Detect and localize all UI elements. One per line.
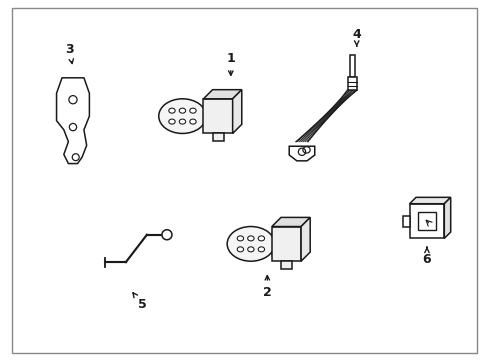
Circle shape [298, 148, 305, 156]
Ellipse shape [168, 119, 175, 124]
Ellipse shape [247, 247, 254, 252]
Bar [347, 77, 356, 90]
Circle shape [162, 230, 172, 240]
Bar [417, 212, 435, 230]
Ellipse shape [258, 236, 264, 241]
Text: 3: 3 [65, 43, 74, 64]
Text: 1: 1 [226, 52, 235, 75]
Polygon shape [232, 90, 241, 134]
Bar [349, 55, 354, 77]
Polygon shape [409, 197, 450, 204]
Bar [409, 204, 444, 238]
Text: 6: 6 [422, 247, 430, 266]
Polygon shape [203, 90, 241, 99]
Text: 4: 4 [352, 27, 360, 46]
Ellipse shape [247, 236, 254, 241]
Ellipse shape [189, 119, 196, 124]
Circle shape [69, 96, 77, 104]
Polygon shape [288, 146, 314, 161]
Polygon shape [301, 217, 309, 261]
Polygon shape [444, 197, 450, 238]
Bar [281, 261, 291, 269]
Text: 2: 2 [263, 275, 271, 299]
Ellipse shape [168, 108, 175, 113]
Bar [203, 99, 232, 134]
Polygon shape [271, 217, 309, 226]
Bar [403, 216, 409, 226]
Ellipse shape [189, 108, 196, 113]
Ellipse shape [258, 247, 264, 252]
Ellipse shape [227, 226, 274, 261]
Ellipse shape [159, 99, 206, 134]
Bar [271, 226, 301, 261]
Text: 5: 5 [133, 293, 146, 311]
Ellipse shape [179, 108, 185, 113]
Circle shape [69, 123, 77, 131]
Circle shape [72, 154, 79, 161]
Ellipse shape [237, 236, 243, 241]
Polygon shape [57, 78, 89, 163]
Bar [212, 134, 223, 141]
Ellipse shape [237, 247, 243, 252]
Ellipse shape [179, 119, 185, 124]
